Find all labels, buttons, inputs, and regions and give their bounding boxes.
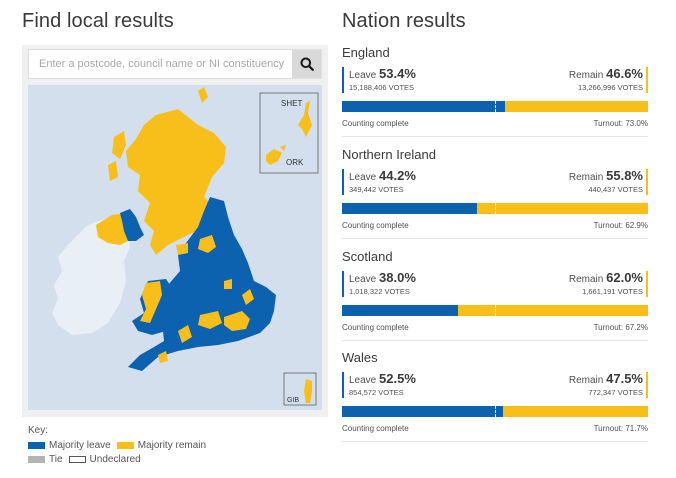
- inset-label-shet: SHET: [281, 99, 302, 108]
- local-results-title: Find local results: [22, 10, 174, 32]
- swatch-majority-leave: [28, 442, 45, 449]
- remain-label: Remain: [568, 172, 604, 183]
- key-label-remain: Majority remain: [137, 440, 207, 451]
- remain-stat: Remain 46.6% 13,266,996 VOTES: [569, 67, 648, 93]
- remain-stat: Remain 62.0% 1,661,191 VOTES: [569, 271, 648, 297]
- remain-stat: Remain 47.5% 772,347 VOTES: [569, 372, 648, 398]
- inset-shetland-orkney[interactable]: [259, 92, 319, 174]
- leave-percent: 38.0%: [379, 270, 416, 285]
- leave-bar-segment: [342, 101, 506, 112]
- nation-results-title: Nation results: [342, 10, 466, 32]
- region-gibraltar[interactable]: [304, 379, 312, 403]
- nation-name: Wales: [342, 350, 378, 365]
- remain-votes: 440,437 VOTES: [588, 185, 643, 194]
- key-label-undeclared: Undeclared: [89, 454, 141, 465]
- result-bar: [342, 305, 648, 316]
- region-london-remain[interactable]: [224, 311, 250, 331]
- counting-status: Counting complete: [342, 119, 409, 128]
- turnout: Turnout: 67.2%: [593, 323, 648, 332]
- leave-percent: 53.4%: [379, 66, 416, 81]
- region-cambridge-remain[interactable]: [224, 279, 254, 305]
- leave-stat: Leave 53.4% 15,188,406 VOTES: [342, 67, 416, 93]
- region-north-remain[interactable]: [176, 235, 216, 255]
- leave-votes: 854,572 VOTES: [349, 388, 404, 397]
- remain-stat: Remain 55.8% 440,437 VOTES: [569, 169, 648, 195]
- ireland-landmass: [52, 215, 130, 335]
- leave-label: Leave: [349, 172, 377, 183]
- leave-stat: Leave 38.0% 1,018,322 VOTES: [342, 271, 416, 297]
- region-shetland[interactable]: [298, 101, 312, 137]
- remain-votes: 1,661,191 VOTES: [582, 287, 643, 296]
- inset-label-ork: ORK: [286, 158, 304, 167]
- divider: [342, 136, 648, 137]
- leave-bar-segment: [342, 406, 503, 417]
- inset-label-gib: GIB: [287, 397, 299, 404]
- turnout: Turnout: 62.9%: [593, 221, 648, 230]
- remain-percent: 47.5%: [606, 371, 643, 386]
- region-scotland[interactable]: [126, 109, 226, 255]
- key-label-leave: Majority leave: [49, 440, 111, 451]
- remain-percent: 55.8%: [606, 168, 643, 183]
- fifty-percent-marker: [495, 305, 496, 316]
- uk-results-map[interactable]: SHET ORK GIB: [28, 85, 322, 410]
- turnout: Turnout: 71.7%: [593, 424, 648, 433]
- inset-gibraltar[interactable]: [283, 372, 317, 406]
- uk-map-svg[interactable]: SHET ORK GIB: [28, 85, 322, 410]
- key-label-tie: Tie: [49, 454, 63, 465]
- search-input[interactable]: [29, 50, 295, 78]
- counting-status: Counting complete: [342, 424, 409, 433]
- result-bar: [342, 203, 648, 214]
- region-orkney[interactable]: [266, 145, 286, 165]
- result-bar: [342, 101, 648, 112]
- leave-bar-segment: [342, 203, 478, 214]
- fifty-percent-marker: [495, 406, 496, 417]
- nation-name: England: [342, 45, 390, 60]
- remain-label: Remain: [568, 375, 604, 386]
- swatch-majority-remain: [116, 442, 134, 449]
- map-key: Key: Majority leave Majority remain Tie …: [28, 425, 212, 468]
- remain-votes: 772,347 VOTES: [588, 388, 643, 397]
- region-wales-remain[interactable]: [140, 281, 162, 323]
- region-oxford-bristol-remain[interactable]: [178, 311, 222, 343]
- remain-label: Remain: [568, 274, 604, 285]
- remain-percent: 46.6%: [606, 66, 643, 81]
- search-box: [28, 49, 322, 79]
- remain-votes: 13,266,996 VOTES: [577, 83, 643, 92]
- nation-name: Northern Ireland: [342, 147, 436, 162]
- turnout: Turnout: 73.0%: [593, 119, 648, 128]
- divider: [342, 238, 648, 239]
- swatch-undeclared: [68, 456, 86, 463]
- leave-votes: 15,188,406 VOTES: [349, 83, 415, 92]
- key-title: Key:: [28, 425, 49, 436]
- divider: [342, 340, 648, 341]
- region-exeter-remain[interactable]: [158, 351, 168, 363]
- divider: [342, 441, 648, 442]
- leave-stat: Leave 52.5% 854,572 VOTES: [342, 372, 416, 398]
- map-panel: SHET ORK GIB: [22, 45, 328, 417]
- search-button[interactable]: [292, 50, 321, 78]
- leave-label: Leave: [349, 70, 377, 81]
- search-icon: [300, 57, 314, 71]
- nation-name: Scotland: [342, 249, 393, 264]
- remain-label: Remain: [568, 70, 604, 81]
- result-bar: [342, 406, 648, 417]
- swatch-tie: [28, 456, 45, 463]
- counting-status: Counting complete: [342, 323, 409, 332]
- counting-status: Counting complete: [342, 221, 409, 230]
- leave-bar-segment: [342, 305, 459, 316]
- leave-label: Leave: [349, 274, 377, 285]
- leave-percent: 44.2%: [379, 168, 416, 183]
- fifty-percent-marker: [495, 101, 496, 112]
- leave-stat: Leave 44.2% 349,442 VOTES: [342, 169, 416, 195]
- fifty-percent-marker: [495, 203, 496, 214]
- leave-percent: 52.5%: [379, 371, 416, 386]
- region-ni-leave[interactable]: [120, 209, 144, 241]
- leave-votes: 349,442 VOTES: [349, 185, 404, 194]
- leave-label: Leave: [349, 375, 377, 386]
- remain-percent: 62.0%: [606, 270, 643, 285]
- leave-votes: 1,018,322 VOTES: [349, 287, 410, 296]
